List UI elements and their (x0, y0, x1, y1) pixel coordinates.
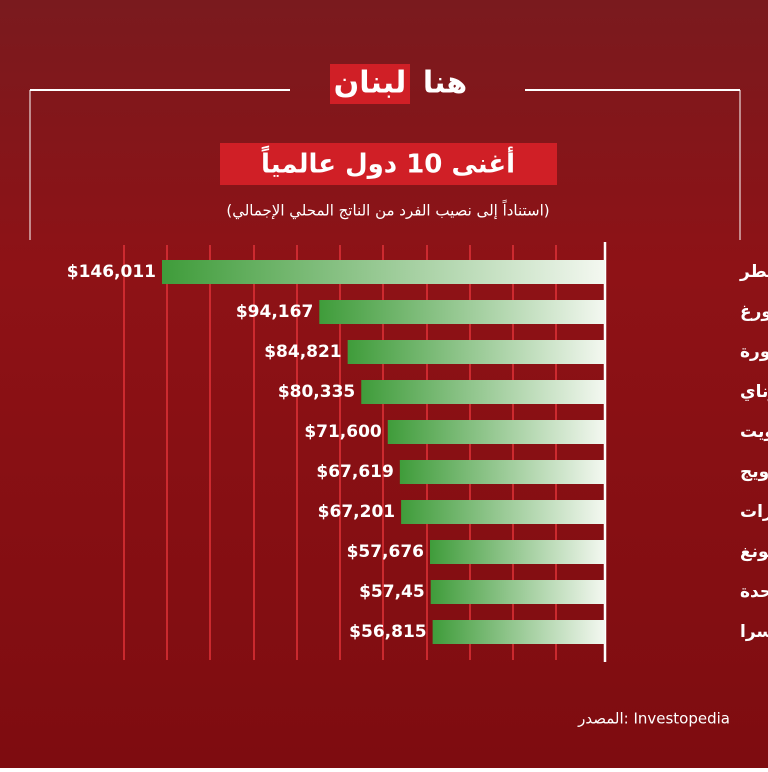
category-label: الإمارات (740, 502, 768, 522)
bar (401, 500, 605, 524)
category-label: سنغافورة (740, 342, 768, 362)
bar (430, 540, 605, 564)
value-label: $71,600 (304, 422, 382, 442)
logo-box (330, 64, 410, 104)
bar (399, 460, 605, 484)
value-label: $67,201 (318, 502, 395, 522)
category-label: لوكسمبورغ (740, 302, 768, 322)
value-label: $57,676 (347, 542, 424, 562)
value-label: $84,821 (264, 342, 341, 362)
chart-subtitle: (استناداً إلى نصيب الفرد من الناتج المحل… (226, 199, 549, 220)
bar (319, 300, 605, 324)
bar (432, 620, 605, 644)
value-label: $67,619 (316, 462, 393, 482)
logo-text: هنا (423, 66, 467, 101)
category-label: بروناي (740, 382, 768, 402)
frame (29, 89, 741, 240)
source: المصدر: Investopedia (577, 710, 730, 728)
bar (430, 580, 605, 604)
chart-title: أغنى 10 دول عالمياً (261, 145, 515, 180)
bar (361, 380, 605, 404)
logo-text: لبنان (334, 66, 407, 101)
value-label: $146,011 (67, 262, 156, 282)
title-box (220, 143, 557, 185)
value-label: $56,815 (349, 622, 426, 642)
bar (347, 340, 605, 364)
value-label: $94,167 (236, 302, 313, 322)
bar (387, 420, 605, 444)
category-label: قطر (739, 262, 768, 282)
category-label: سويسرا (740, 622, 768, 642)
category-label: الكويت (740, 422, 768, 442)
category-label: الولايات المتحدة (740, 582, 768, 602)
value-label: $57,45 (359, 582, 425, 602)
category-label: النرويج (740, 462, 768, 482)
bar (162, 260, 605, 284)
value-label: $80,335 (278, 382, 355, 402)
category-label: هونغ كونغ (740, 542, 768, 562)
